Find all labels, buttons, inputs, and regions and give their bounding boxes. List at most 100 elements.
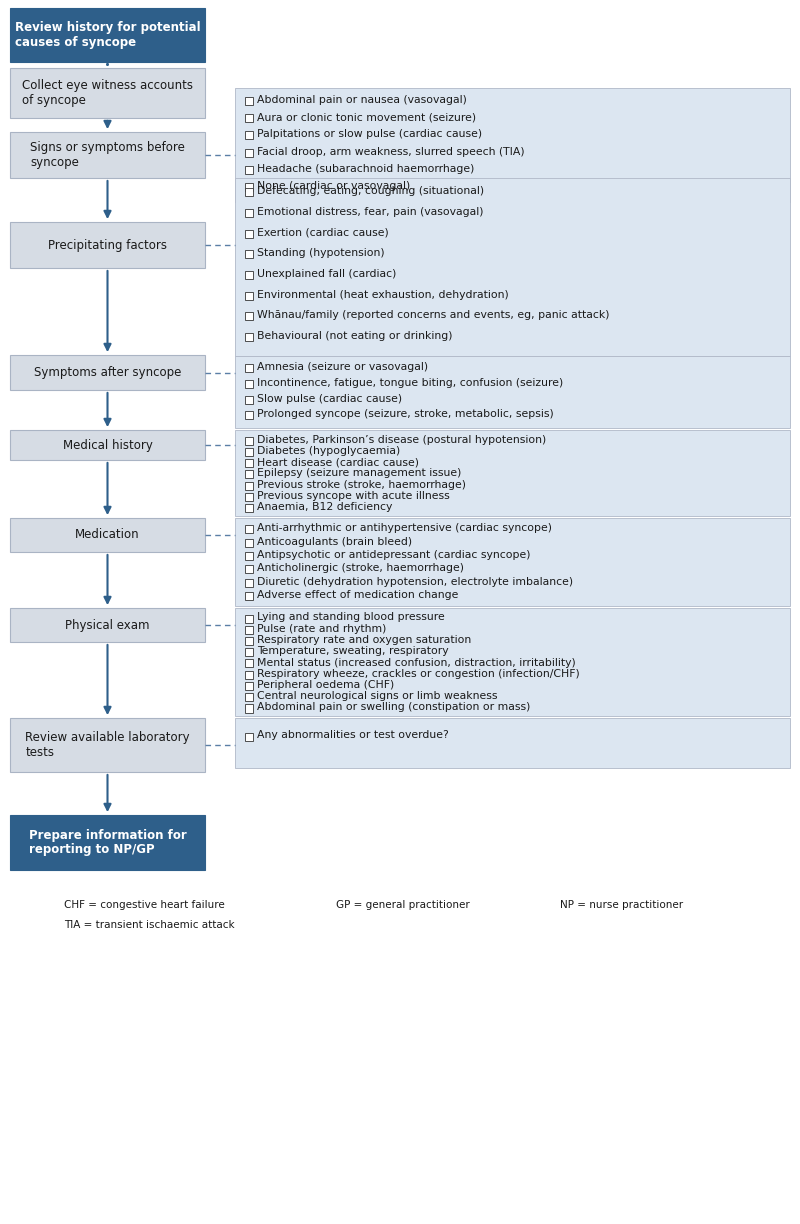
Text: Symptoms after syncope: Symptoms after syncope <box>34 366 181 379</box>
Text: Amnesia (seizure or vasovagal): Amnesia (seizure or vasovagal) <box>257 362 428 372</box>
Bar <box>245 291 253 300</box>
Text: Anaemia, B12 deficiency: Anaemia, B12 deficiency <box>257 502 392 513</box>
Text: Temperature, sweating, respiratory: Temperature, sweating, respiratory <box>257 646 449 656</box>
Text: Emotional distress, fear, pain (vasovagal): Emotional distress, fear, pain (vasovaga… <box>257 207 483 217</box>
Bar <box>10 430 205 460</box>
Text: Abdominal pain or nausea (vasovagal): Abdominal pain or nausea (vasovagal) <box>257 95 467 105</box>
Text: Palpitations or slow pulse (cardiac cause): Palpitations or slow pulse (cardiac caus… <box>257 130 482 140</box>
Text: Review available laboratory
tests: Review available laboratory tests <box>25 731 190 759</box>
Text: Environmental (heat exhaustion, dehydration): Environmental (heat exhaustion, dehydrat… <box>257 290 509 300</box>
Bar <box>245 682 253 690</box>
Text: Heart disease (cardiac cause): Heart disease (cardiac cause) <box>257 457 419 468</box>
Bar <box>245 448 253 455</box>
Bar <box>245 209 253 217</box>
Text: Pulse (rate and rhythm): Pulse (rate and rhythm) <box>257 624 386 634</box>
Bar <box>245 693 253 701</box>
Bar <box>235 177 790 356</box>
Text: NP = nurse practitioner: NP = nurse practitioner <box>560 900 683 909</box>
Bar <box>245 636 253 645</box>
Text: Diuretic (dehydration hypotension, electrolyte imbalance): Diuretic (dehydration hypotension, elect… <box>257 577 573 586</box>
Text: Central neurological signs or limb weakness: Central neurological signs or limb weakn… <box>257 692 498 701</box>
Bar <box>235 430 790 517</box>
Text: Whānau/family (reported concerns and events, eg, panic attack): Whānau/family (reported concerns and eve… <box>257 311 610 321</box>
Bar <box>235 88 790 202</box>
Bar <box>245 131 253 140</box>
Bar <box>245 379 253 388</box>
Text: Previous stroke (stroke, haemorrhage): Previous stroke (stroke, haemorrhage) <box>257 480 466 490</box>
Text: Anti-arrhythmic or antihypertensive (cardiac syncope): Anti-arrhythmic or antihypertensive (car… <box>257 524 552 534</box>
Bar <box>235 356 790 428</box>
Text: Signs or symptoms before
syncope: Signs or symptoms before syncope <box>30 141 185 169</box>
Text: Adverse effect of medication change: Adverse effect of medication change <box>257 590 458 600</box>
Bar <box>245 365 253 372</box>
Bar <box>245 592 253 600</box>
Text: Any abnormalities or test overdue?: Any abnormalities or test overdue? <box>257 731 449 741</box>
Text: Respiratory wheeze, crackles or congestion (infection/CHF): Respiratory wheeze, crackles or congesti… <box>257 668 580 679</box>
Bar <box>10 9 205 62</box>
Bar <box>245 539 253 547</box>
Bar <box>245 565 253 573</box>
Bar <box>10 815 205 870</box>
Bar <box>245 184 253 191</box>
Text: CHF = congestive heart failure: CHF = congestive heart failure <box>64 900 225 909</box>
Bar <box>10 608 205 643</box>
Bar <box>245 525 253 534</box>
Text: Collect eye witness accounts
of syncope: Collect eye witness accounts of syncope <box>22 80 193 106</box>
Text: Defecating, eating, coughing (situational): Defecating, eating, coughing (situationa… <box>257 186 484 196</box>
Text: Prolonged syncope (seizure, stroke, metabolic, sepsis): Prolonged syncope (seizure, stroke, meta… <box>257 409 554 419</box>
Bar <box>245 166 253 174</box>
Text: Behavioural (not eating or drinking): Behavioural (not eating or drinking) <box>257 332 453 341</box>
Bar <box>245 251 253 258</box>
Bar <box>10 355 205 390</box>
Text: Review history for potential
causes of syncope: Review history for potential causes of s… <box>14 21 200 49</box>
Bar <box>245 459 253 468</box>
Text: Incontinence, fatigue, tongue biting, confusion (seizure): Incontinence, fatigue, tongue biting, co… <box>257 378 563 388</box>
Bar <box>245 614 253 623</box>
Bar <box>10 518 205 552</box>
Text: Aura or clonic tonic movement (seizure): Aura or clonic tonic movement (seizure) <box>257 113 476 122</box>
Text: Slow pulse (cardiac cause): Slow pulse (cardiac cause) <box>257 394 402 404</box>
Text: Exertion (cardiac cause): Exertion (cardiac cause) <box>257 228 389 237</box>
Text: Precipitating factors: Precipitating factors <box>48 239 167 251</box>
Text: Abdominal pain or swelling (constipation or mass): Abdominal pain or swelling (constipation… <box>257 703 530 712</box>
Bar <box>245 230 253 237</box>
Bar <box>245 271 253 279</box>
Text: Headache (subarachnoid haemorrhage): Headache (subarachnoid haemorrhage) <box>257 164 474 174</box>
Bar <box>245 625 253 634</box>
Text: Lying and standing blood pressure: Lying and standing blood pressure <box>257 612 445 623</box>
Text: Unexplained fall (cardiac): Unexplained fall (cardiac) <box>257 269 396 279</box>
Text: Peripheral oedema (CHF): Peripheral oedema (CHF) <box>257 681 394 690</box>
Bar <box>235 518 790 606</box>
Bar <box>245 312 253 321</box>
Text: Mental status (increased confusion, distraction, irritability): Mental status (increased confusion, dist… <box>257 657 576 667</box>
Text: Diabetes, Parkinson’s disease (postural hypotension): Diabetes, Parkinson’s disease (postural … <box>257 435 546 444</box>
Text: Previous syncope with acute illness: Previous syncope with acute illness <box>257 491 450 501</box>
Bar <box>245 97 253 105</box>
Bar <box>245 579 253 586</box>
Bar <box>245 660 253 667</box>
Text: Diabetes (hypoglycaemia): Diabetes (hypoglycaemia) <box>257 446 400 455</box>
Bar <box>235 608 790 716</box>
Text: Facial droop, arm weakness, slurred speech (TIA): Facial droop, arm weakness, slurred spee… <box>257 147 525 157</box>
Text: GP = general practitioner: GP = general practitioner <box>336 900 470 909</box>
Text: Prepare information for
reporting to NP/GP: Prepare information for reporting to NP/… <box>29 829 186 857</box>
Bar <box>245 732 253 741</box>
Text: TIA = transient ischaemic attack: TIA = transient ischaemic attack <box>64 920 234 930</box>
Bar <box>235 718 790 767</box>
Text: Medical history: Medical history <box>62 438 153 452</box>
Bar <box>245 437 253 444</box>
Text: Physical exam: Physical exam <box>66 618 150 632</box>
Bar <box>10 69 205 118</box>
Bar <box>245 411 253 419</box>
Bar <box>10 718 205 772</box>
Bar <box>245 552 253 561</box>
Text: Antipsychotic or antidepressant (cardiac syncope): Antipsychotic or antidepressant (cardiac… <box>257 550 530 561</box>
Text: Respiratory rate and oxygen saturation: Respiratory rate and oxygen saturation <box>257 635 471 645</box>
Bar <box>245 188 253 196</box>
Bar <box>245 333 253 341</box>
Bar <box>245 705 253 712</box>
Text: Standing (hypotension): Standing (hypotension) <box>257 248 385 258</box>
Bar <box>245 149 253 157</box>
Text: Medication: Medication <box>75 529 140 541</box>
Text: None (cardiac or vasovagal): None (cardiac or vasovagal) <box>257 181 410 191</box>
